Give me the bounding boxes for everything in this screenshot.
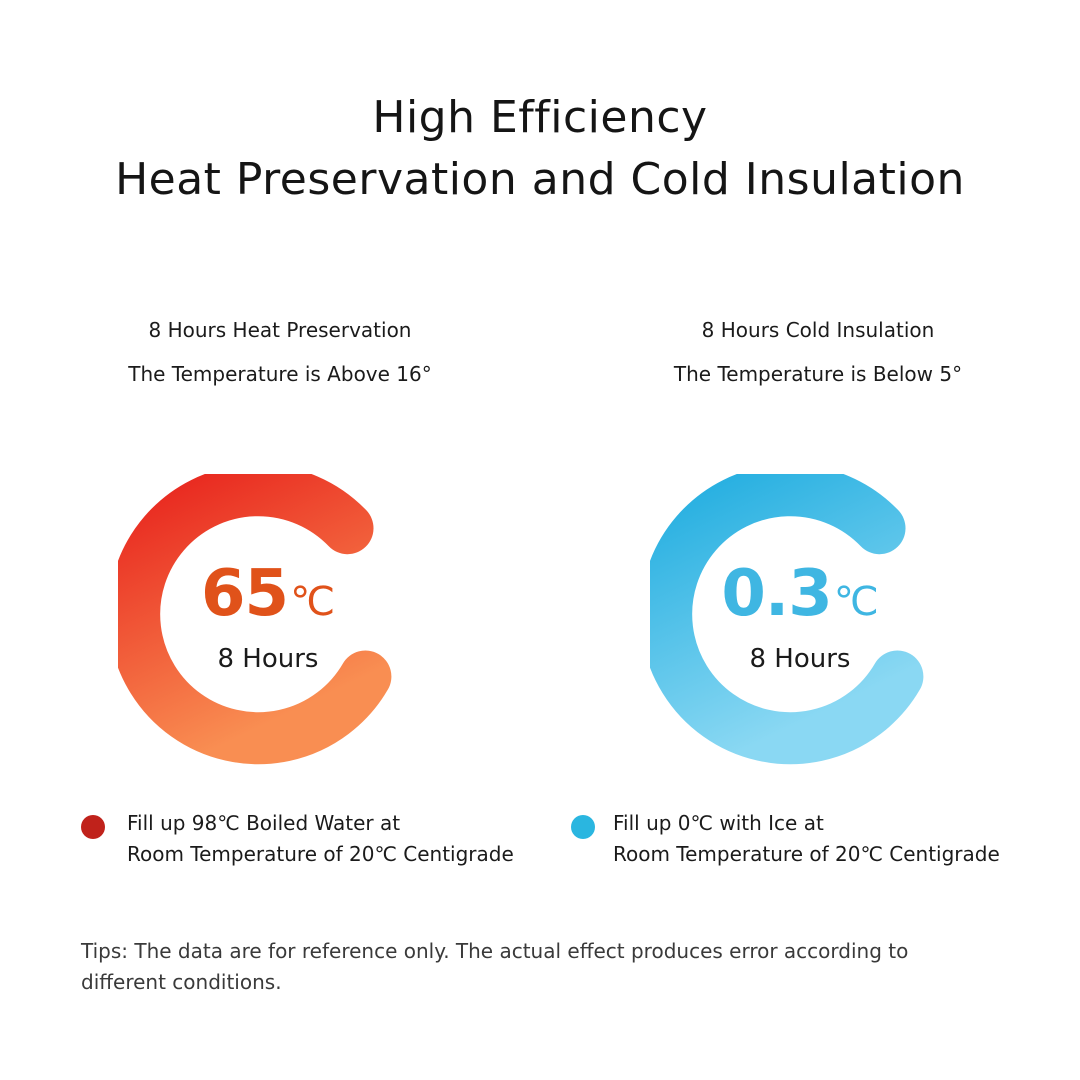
heat-value: 65℃ <box>118 562 418 626</box>
tips-note: Tips: The data are for reference only. T… <box>81 936 981 998</box>
cold-ring-graphic <box>650 474 924 765</box>
heat-hours-label: 8 Hours <box>217 644 319 674</box>
cold-legend-line-1: Fill up 0℃ with Ice at <box>613 811 824 835</box>
cold-value-number: 0.3 <box>721 557 832 631</box>
cold-hours-label: 8 Hours <box>749 644 851 674</box>
cold-panel-heading: 8 Hours Cold Insulation <box>701 318 935 342</box>
heat-panel-subheading: The Temperature is Above 16° <box>128 362 432 386</box>
heat-panel-heading: 8 Hours Heat Preservation <box>148 318 412 342</box>
heat-legend-text: Fill up 98℃ Boiled Water at Room Tempera… <box>127 808 514 870</box>
heat-ring-arc <box>118 474 392 765</box>
heat-legend-line-2: Room Temperature of 20℃ Centigrade <box>127 842 514 866</box>
cold-legend-line-2: Room Temperature of 20℃ Centigrade <box>613 842 1000 866</box>
page-title-line-1: High Efficiency <box>372 92 708 143</box>
heat-value-unit: ℃ <box>290 579 335 625</box>
page-title-line-2: Heat Preservation and Cold Insulation <box>115 154 965 205</box>
cold-legend-text: Fill up 0℃ with Ice at Room Temperature … <box>613 808 1000 870</box>
tips-line-2: different conditions. <box>81 970 282 994</box>
tips-line-1: Tips: The data are for reference only. T… <box>81 939 909 963</box>
heat-legend-line-1: Fill up 98℃ Boiled Water at <box>127 811 401 835</box>
cold-temperature-ring: 0.3℃ 8 Hours <box>650 474 950 774</box>
heat-ring-graphic <box>118 474 392 765</box>
heat-legend-dot <box>81 815 105 839</box>
cold-value: 0.3℃ <box>650 562 950 626</box>
cold-ring-arc <box>650 474 924 765</box>
heat-value-number: 65 <box>201 557 289 631</box>
cold-panel-subheading: The Temperature is Below 5° <box>673 362 963 386</box>
cold-value-unit: ℃ <box>833 579 879 625</box>
cold-legend-dot <box>571 815 595 839</box>
heat-temperature-ring: 65℃ 8 Hours <box>118 474 418 774</box>
